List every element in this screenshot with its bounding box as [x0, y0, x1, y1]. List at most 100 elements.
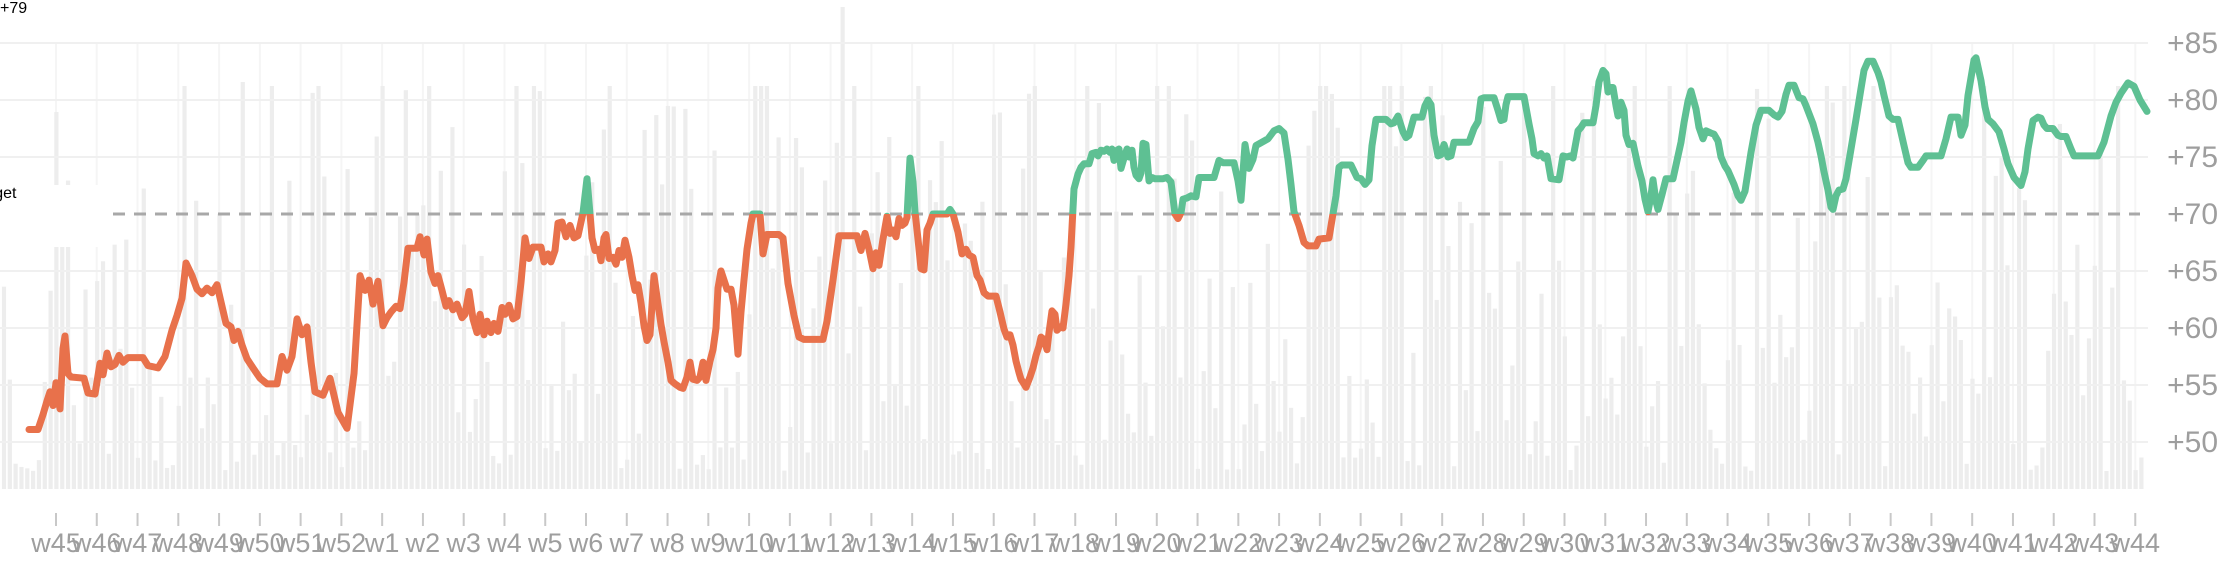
- volume-bar: [2086, 338, 2092, 489]
- current-value-badge[interactable]: +79: [0, 0, 2228, 18]
- volume-bar: [1457, 201, 1463, 489]
- volume-bar: [357, 421, 362, 489]
- volume-bar: [7, 379, 12, 489]
- volume-bar: [1527, 454, 1532, 489]
- volume-bar: [1772, 382, 1777, 489]
- volume-bar: [1102, 439, 1107, 489]
- volume-bar: [1871, 86, 1876, 489]
- x-axis-label: w8: [649, 528, 685, 558]
- volume-bar: [1510, 365, 1515, 489]
- volume-bar: [1376, 456, 1381, 489]
- x-axis-label: w40: [1946, 528, 1997, 558]
- volume-bar: [1638, 346, 1643, 489]
- volume-bar: [1929, 345, 1934, 489]
- volume-bar: [927, 180, 933, 489]
- volume-bar: [1644, 446, 1649, 489]
- volume-bar: [275, 455, 280, 489]
- volume-bar: [840, 7, 845, 489]
- volume-bar: [1393, 146, 1399, 490]
- volume-bar: [2110, 287, 2115, 489]
- x-axis-label: w44: [2110, 528, 2161, 558]
- volume-bar: [1201, 371, 1206, 489]
- volume-bar: [461, 244, 467, 489]
- volume-bar: [77, 443, 82, 489]
- volume-bar: [776, 137, 781, 489]
- x-axis-label: w35: [1743, 528, 1794, 558]
- volume-bar: [2063, 301, 2068, 489]
- x-axis-label: w4: [486, 528, 522, 558]
- volume-bar: [1941, 401, 1946, 489]
- volume-bar: [2017, 188, 2022, 489]
- volume-bar: [13, 463, 18, 489]
- volume-bar: [1026, 93, 1032, 489]
- volume-bar: [922, 439, 927, 489]
- volume-bar: [153, 460, 158, 489]
- volume-bar: [869, 233, 874, 489]
- volume-bar: [1952, 316, 1958, 489]
- volume-bar: [310, 92, 315, 489]
- volume-bar: [1818, 152, 1824, 489]
- volume-bar: [858, 306, 863, 489]
- y-axis-labels: +85 +80 +75 +70 +65 +60 +55 +50: [2167, 27, 2218, 459]
- volume-bar: [741, 459, 746, 489]
- volume-bar: [1341, 457, 1346, 489]
- volume-bar: [199, 428, 205, 489]
- volume-bar: [1673, 213, 1678, 490]
- volume-bar: [945, 260, 950, 489]
- x-axis-label: w49: [193, 528, 244, 558]
- volume-bar: [106, 453, 111, 489]
- volume-bar: [397, 216, 403, 490]
- volume-bar: [817, 256, 822, 489]
- volume-bar: [683, 108, 688, 490]
- volume-bar: [625, 459, 630, 489]
- volume-bar: [718, 447, 723, 489]
- volume-bar: [456, 412, 461, 489]
- x-axis-label: w46: [71, 528, 122, 558]
- volume-bar: [298, 457, 304, 489]
- volume-bar: [1993, 175, 1998, 489]
- volume-bar: [700, 455, 705, 489]
- volume-bar: [1090, 308, 1096, 489]
- volume-bar: [1545, 455, 1550, 489]
- x-axis-label: w13: [846, 528, 897, 558]
- volume-bar: [31, 470, 36, 489]
- volume-bar: [2022, 200, 2028, 489]
- volume-bar: [1446, 246, 1451, 489]
- volume-bar: [188, 377, 193, 489]
- volume-bar: [1143, 382, 1148, 489]
- volume-bar: [1760, 347, 1765, 489]
- volume-bar: [1970, 378, 1975, 489]
- x-axis-label: w52: [316, 528, 367, 558]
- x-axis-label: w15: [927, 528, 978, 558]
- y-axis-label: +85: [2167, 27, 2218, 60]
- volume-bar: [1696, 324, 1701, 489]
- volume-bar: [1498, 160, 1503, 489]
- volume-bar: [1184, 114, 1189, 489]
- volume-bar: [1422, 96, 1428, 490]
- volume-bar: [1277, 431, 1282, 489]
- volume-bar: [951, 454, 956, 489]
- volume-bar: [1836, 454, 1841, 489]
- volume-bar: [1050, 317, 1055, 489]
- volume-bar: [1428, 86, 1433, 489]
- volume-bar: [374, 136, 379, 490]
- y-axis-label: +70: [2167, 198, 2218, 231]
- volume-bar: [269, 86, 275, 489]
- volume-bar: [1329, 93, 1334, 489]
- x-axis-label: w27: [1416, 528, 1467, 558]
- volume-bar: [351, 447, 356, 489]
- x-axis-ticks: [55, 513, 2137, 526]
- x-axis-label: w14: [886, 528, 937, 558]
- volume-bar: [1219, 191, 1224, 489]
- volume-bar: [211, 404, 216, 489]
- volume-bar: [724, 387, 729, 489]
- volume-bar: [287, 180, 292, 490]
- volume-bar: [1492, 308, 1498, 489]
- volume-bar: [1399, 86, 1404, 489]
- volume-bar: [2075, 244, 2080, 489]
- volume-bar: [1149, 435, 1154, 489]
- volume-bar: [322, 176, 327, 490]
- volume-bar: [1912, 413, 1917, 489]
